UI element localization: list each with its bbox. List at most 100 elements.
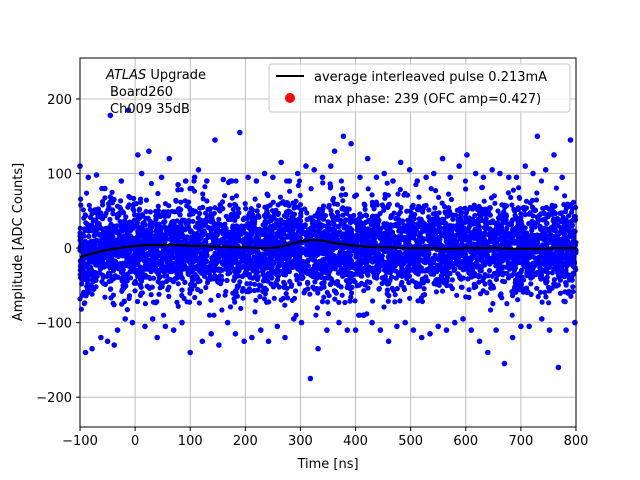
sample-point: [219, 239, 225, 246]
sample-point: [105, 230, 111, 237]
sample-point: [532, 224, 538, 230]
sample-point: [289, 260, 295, 266]
sample-point: [374, 263, 380, 269]
sample-point: [338, 267, 344, 273]
sample-point: [363, 213, 370, 219]
sample-point: [525, 239, 531, 245]
sample-point: [219, 307, 225, 313]
sample-point: [239, 273, 245, 280]
sample-point: [475, 229, 481, 235]
sample-point: [175, 206, 181, 212]
sample-point: [87, 207, 93, 213]
sample-point: [466, 294, 472, 300]
sample-point: [325, 299, 331, 305]
sample-point: [493, 276, 499, 282]
sample-point: [333, 290, 339, 296]
sample-point: [162, 214, 168, 220]
sample-point: [504, 225, 510, 231]
sample-point: [140, 220, 146, 227]
sample-point: [482, 220, 488, 226]
sample-point: [159, 267, 165, 273]
sample-point: [238, 305, 244, 311]
sample-point: [402, 269, 408, 275]
sample-point: [128, 227, 134, 233]
sample-point: [480, 234, 486, 240]
sample-point: [83, 190, 90, 196]
sample-point: [196, 300, 202, 306]
sample-point: [428, 242, 434, 248]
sample-point: [546, 300, 552, 306]
sample-point: [522, 225, 528, 231]
sample-point: [126, 295, 132, 302]
sample-point: [376, 286, 382, 292]
sample-point: [162, 233, 168, 239]
sample-point: [525, 289, 531, 295]
sample-point: [86, 228, 92, 234]
sample-point: [227, 304, 234, 310]
sample-point: [297, 218, 304, 224]
sample-point: [491, 270, 498, 276]
sample-point: [428, 186, 434, 192]
sample-point: [504, 203, 510, 209]
sample-point: [443, 235, 449, 241]
sample-point: [374, 202, 380, 208]
sample-point: [316, 220, 322, 226]
sample-point: [107, 271, 113, 277]
sample-point: [205, 206, 211, 212]
sample-point: [520, 277, 527, 283]
sample-point: [388, 222, 394, 228]
sample-point: [253, 297, 259, 303]
sample-point: [368, 248, 374, 254]
sample-point: [360, 221, 366, 227]
sample-point: [551, 227, 557, 233]
sample-point: [127, 233, 133, 239]
sample-point: [549, 270, 555, 276]
sample-point: [233, 193, 240, 199]
sample-point: [340, 186, 346, 192]
sample-point: [396, 240, 402, 246]
sample-point: [324, 289, 330, 296]
sample-point: [518, 267, 525, 273]
sample-point: [534, 270, 540, 276]
sample-point: [567, 232, 573, 238]
sample-point: [157, 232, 163, 238]
sample-point: [403, 241, 409, 247]
sample-point: [198, 265, 204, 271]
sample-point: [484, 252, 490, 258]
sample-point: [357, 211, 363, 217]
sample-point: [360, 257, 366, 263]
sample-point: [466, 287, 472, 293]
sample-point: [372, 240, 378, 246]
sample-point: [254, 208, 260, 214]
sample-point: [208, 297, 214, 303]
sample-point: [407, 222, 413, 228]
sample-point: [175, 238, 182, 244]
sample-point: [242, 215, 248, 221]
sample-point: [230, 206, 236, 212]
sample-point: [563, 227, 569, 233]
sample-point: [475, 236, 481, 242]
sample-point: [260, 268, 266, 274]
sample-point: [477, 240, 483, 246]
sample-point: [314, 305, 320, 311]
sample-point: [201, 228, 207, 234]
sample-point: [186, 205, 193, 211]
sample-point: [155, 208, 161, 214]
sample-point: [262, 221, 268, 228]
sample-point: [555, 282, 562, 288]
sample-point: [84, 284, 90, 290]
sample-point: [275, 202, 281, 208]
sample-point: [108, 295, 114, 301]
sample-point: [102, 264, 108, 270]
sample-point: [477, 267, 483, 274]
sample-point: [492, 200, 498, 206]
sample-point: [561, 298, 567, 304]
sample-point: [312, 213, 318, 219]
sample-point: [308, 186, 314, 192]
sample-point: [164, 264, 170, 270]
sample-point: [443, 220, 449, 226]
sample-point: [452, 242, 458, 248]
sample-point: [474, 221, 480, 227]
sample-point: [300, 274, 306, 281]
